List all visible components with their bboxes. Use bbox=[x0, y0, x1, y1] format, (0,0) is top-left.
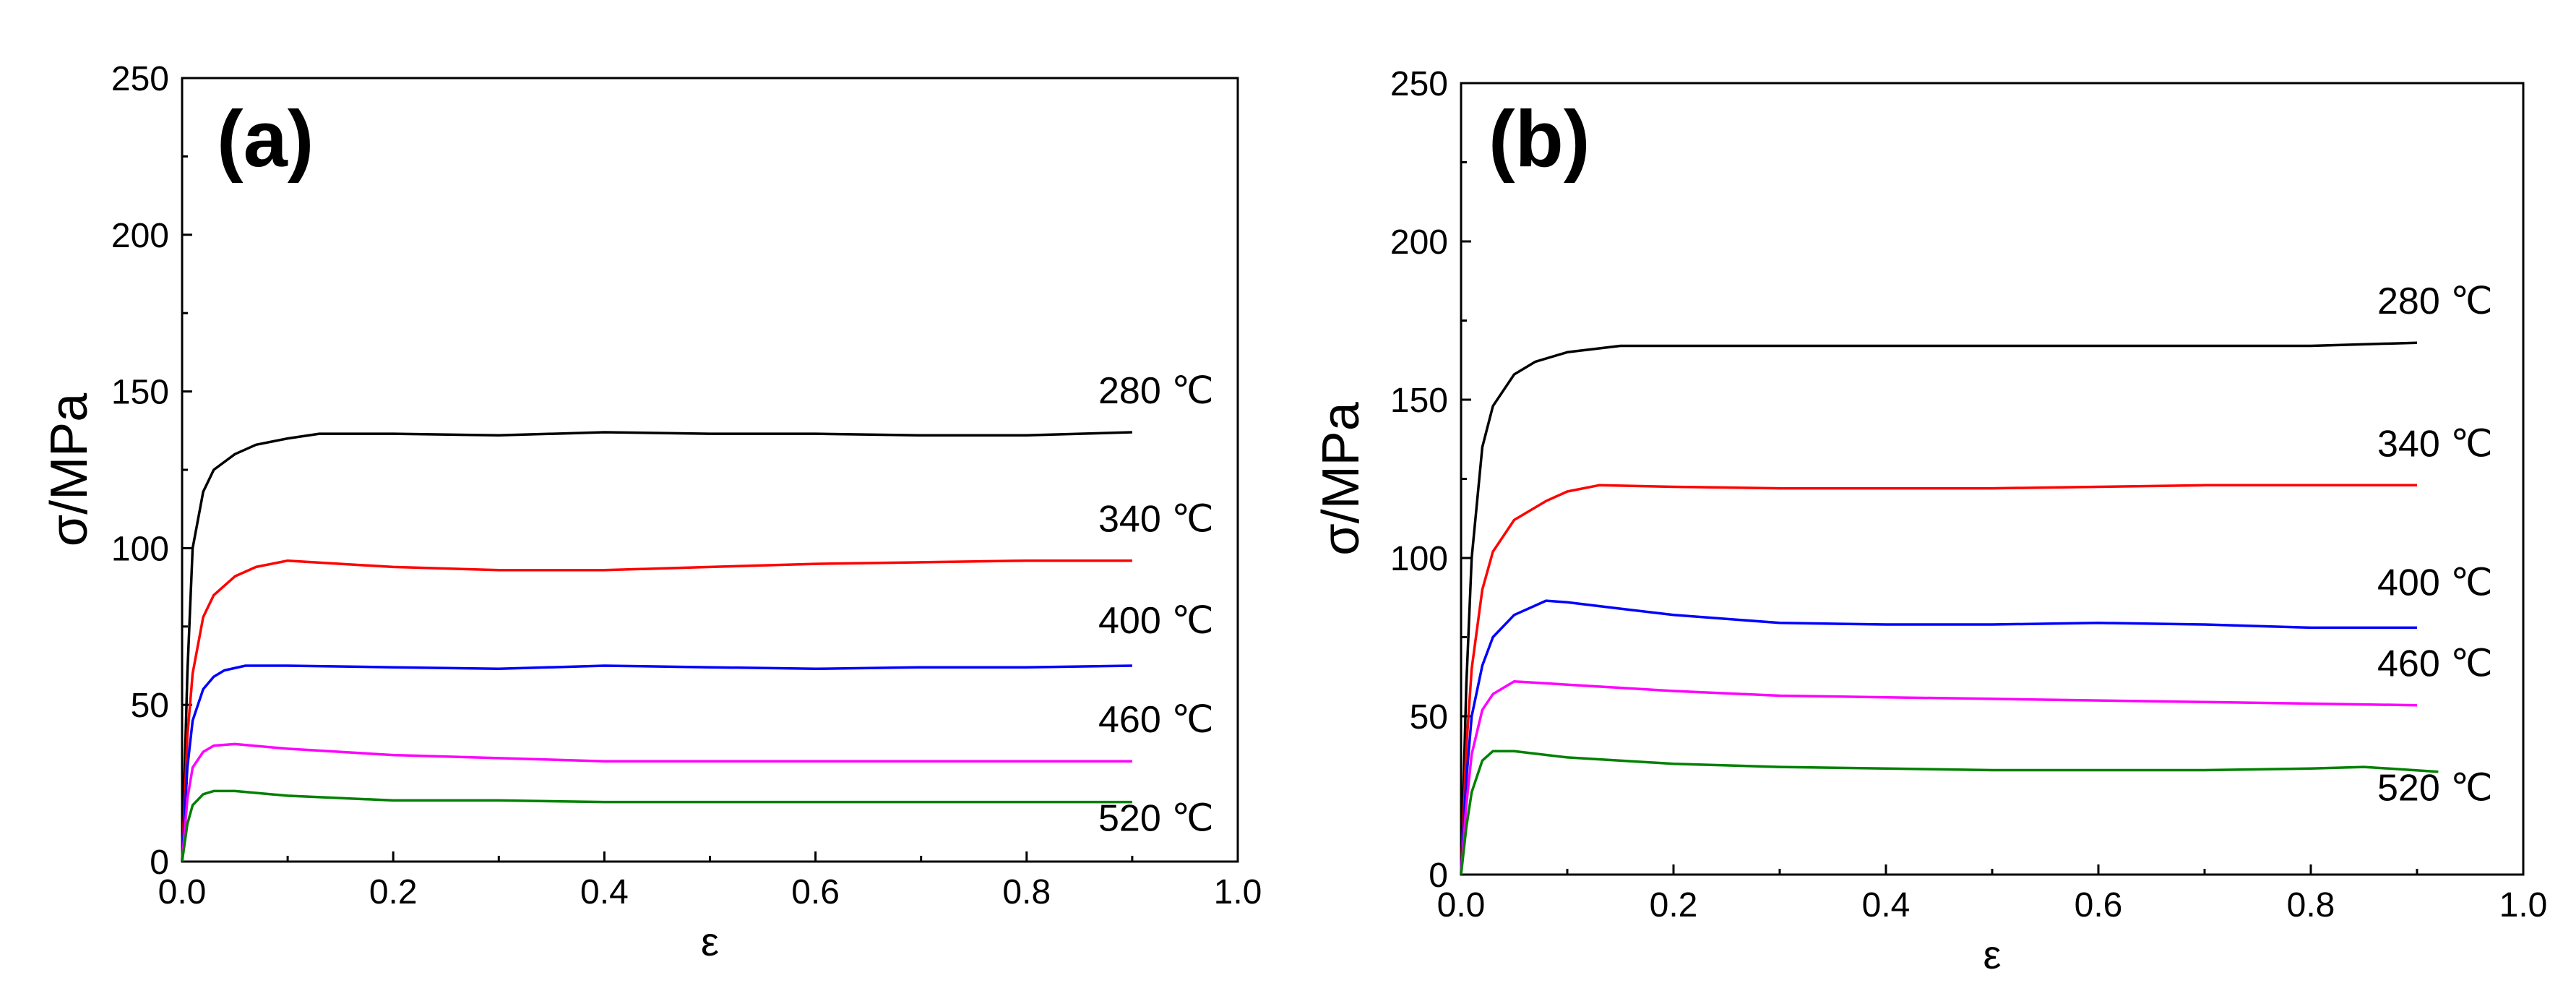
series-label: 280 ℃ bbox=[2377, 280, 2493, 322]
series-line-460 bbox=[1460, 680, 2418, 875]
x-tick-label: 0.0 bbox=[1437, 886, 1486, 924]
series-label: 400 ℃ bbox=[2377, 562, 2493, 604]
y-tick-label: 150 bbox=[111, 374, 169, 412]
x-axis-label: ε bbox=[701, 919, 719, 964]
x-tick-label: 0.4 bbox=[580, 873, 629, 911]
y-tick-label: 100 bbox=[1390, 540, 1448, 578]
x-tick-label: 0.8 bbox=[2287, 886, 2335, 924]
x-tick-label: 0.6 bbox=[791, 873, 840, 911]
y-tick-label: 0 bbox=[1429, 857, 1448, 895]
series-label: 460 ℃ bbox=[2377, 643, 2493, 685]
x-tick-label: 0.6 bbox=[2075, 886, 2123, 924]
series-label: 340 ℃ bbox=[1098, 499, 1214, 541]
series-label: 340 ℃ bbox=[2377, 423, 2493, 465]
series-line-460 bbox=[181, 742, 1132, 862]
plot-frame bbox=[181, 77, 1239, 863]
series-line-280 bbox=[1460, 341, 2418, 875]
series-line-520 bbox=[1460, 750, 2439, 875]
x-tick-label: 0.8 bbox=[1002, 873, 1051, 911]
y-axis-label: σ/MPa bbox=[40, 392, 98, 546]
series-line-340 bbox=[1460, 484, 2417, 875]
x-tick-label: 0.2 bbox=[369, 873, 418, 911]
x-tick-label: 0.0 bbox=[158, 873, 207, 911]
y-tick-label: 100 bbox=[111, 530, 169, 568]
y-tick-label: 250 bbox=[111, 60, 169, 98]
plot-frame bbox=[1460, 82, 2525, 876]
series-label: 280 ℃ bbox=[1098, 370, 1214, 412]
x-tick-label: 0.2 bbox=[1650, 886, 1698, 924]
y-tick-label: 150 bbox=[1390, 382, 1448, 420]
panel-label: (a) bbox=[217, 95, 314, 184]
series-label: 400 ℃ bbox=[1098, 600, 1214, 642]
series-line-280 bbox=[181, 431, 1132, 862]
x-tick-label: 1.0 bbox=[2499, 886, 2548, 924]
x-axis-label: ε bbox=[1983, 932, 2002, 977]
panel-b: 0.0 0.2 0.4 0.6 0.8 1.0 0 50 100 150 200 250 ε σ/MPa (… bbox=[1312, 65, 2547, 977]
series-label: 460 ℃ bbox=[1098, 699, 1214, 741]
panel-a: 0.0 0.2 0.4 0.6 0.8 1.0 0 50 100 150 200 250 ε σ/MPa (… bbox=[40, 60, 1262, 964]
y-axis-label: σ/MPa bbox=[1312, 401, 1370, 555]
series-line-340 bbox=[181, 559, 1132, 862]
x-tick-label: 0.4 bbox=[1862, 886, 1911, 924]
x-tick-label: 1.0 bbox=[1214, 873, 1262, 911]
series-label: 520 ℃ bbox=[2377, 768, 2493, 810]
series-label: 520 ℃ bbox=[1098, 798, 1214, 840]
y-tick-label: 50 bbox=[1410, 698, 1448, 737]
panel-label: (b) bbox=[1489, 95, 1590, 184]
y-tick-label: 50 bbox=[131, 687, 169, 725]
y-tick-label: 0 bbox=[150, 844, 169, 882]
series-line-400 bbox=[1460, 599, 2417, 875]
y-tick-label: 200 bbox=[111, 217, 169, 255]
y-tick-label: 250 bbox=[1390, 65, 1448, 103]
y-tick-label: 200 bbox=[1390, 223, 1448, 262]
series-line-520 bbox=[181, 789, 1132, 862]
series-line-400 bbox=[181, 664, 1132, 862]
